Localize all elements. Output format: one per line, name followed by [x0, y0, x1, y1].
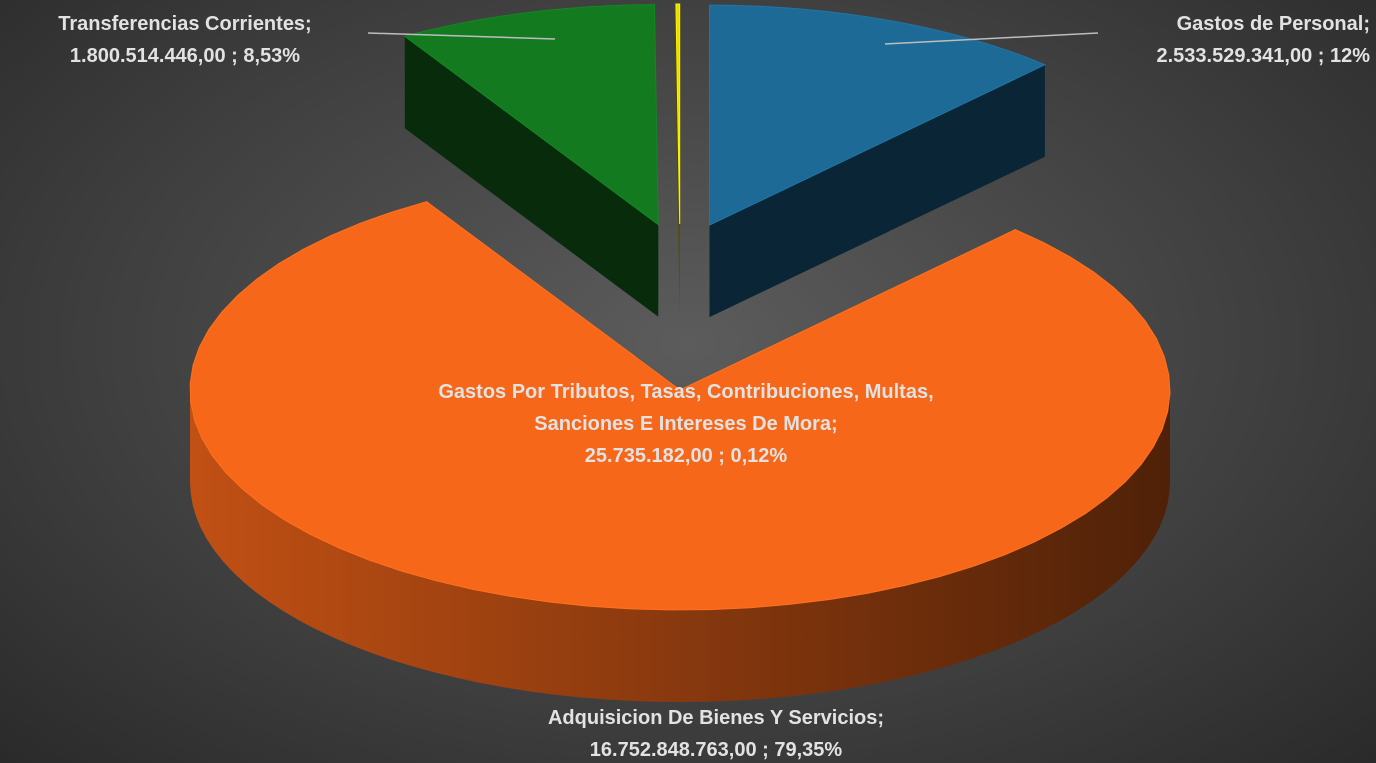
slice-wall: [190, 390, 1170, 702]
leader-line: [367, 32, 556, 40]
label-category: Adquisicion De Bienes Y Servicios;: [547, 707, 885, 729]
label-category: Gastos Por Tributos, Tasas, Contribucion…: [438, 381, 934, 435]
data-label: Gastos de Personal; 2.533.529.341,00 ; 12…: [1156, 8, 1370, 72]
pie: [189, 3, 1171, 702]
label-category: Transferencias Corrientes;: [58, 13, 312, 35]
label-category: Gastos de Personal;: [1176, 13, 1370, 35]
data-label: Gastos Por Tributos, Tasas, Contribucion…: [396, 376, 976, 472]
leader-line: [884, 32, 1099, 45]
slice: [189, 201, 1171, 611]
label-value: 2.533.529.341,00 ; 12%: [1156, 45, 1370, 67]
label-value: 25.735.182,00 ; 0,12%: [584, 445, 788, 467]
label-value: 16.752.848.763,00 ; 79,35%: [589, 739, 843, 761]
slice: [675, 3, 681, 225]
slice: [403, 4, 659, 226]
slice-side: [709, 64, 1045, 318]
slice: [709, 4, 1047, 226]
slice-side: [404, 36, 659, 317]
data-label: Adquisicion De Bienes Y Servicios; 16.752…: [416, 702, 1016, 763]
data-label: Transferencias Corrientes; 1.800.514.446,…: [0, 8, 370, 72]
label-value: 1.800.514.446,00 ; 8,53%: [69, 45, 301, 67]
